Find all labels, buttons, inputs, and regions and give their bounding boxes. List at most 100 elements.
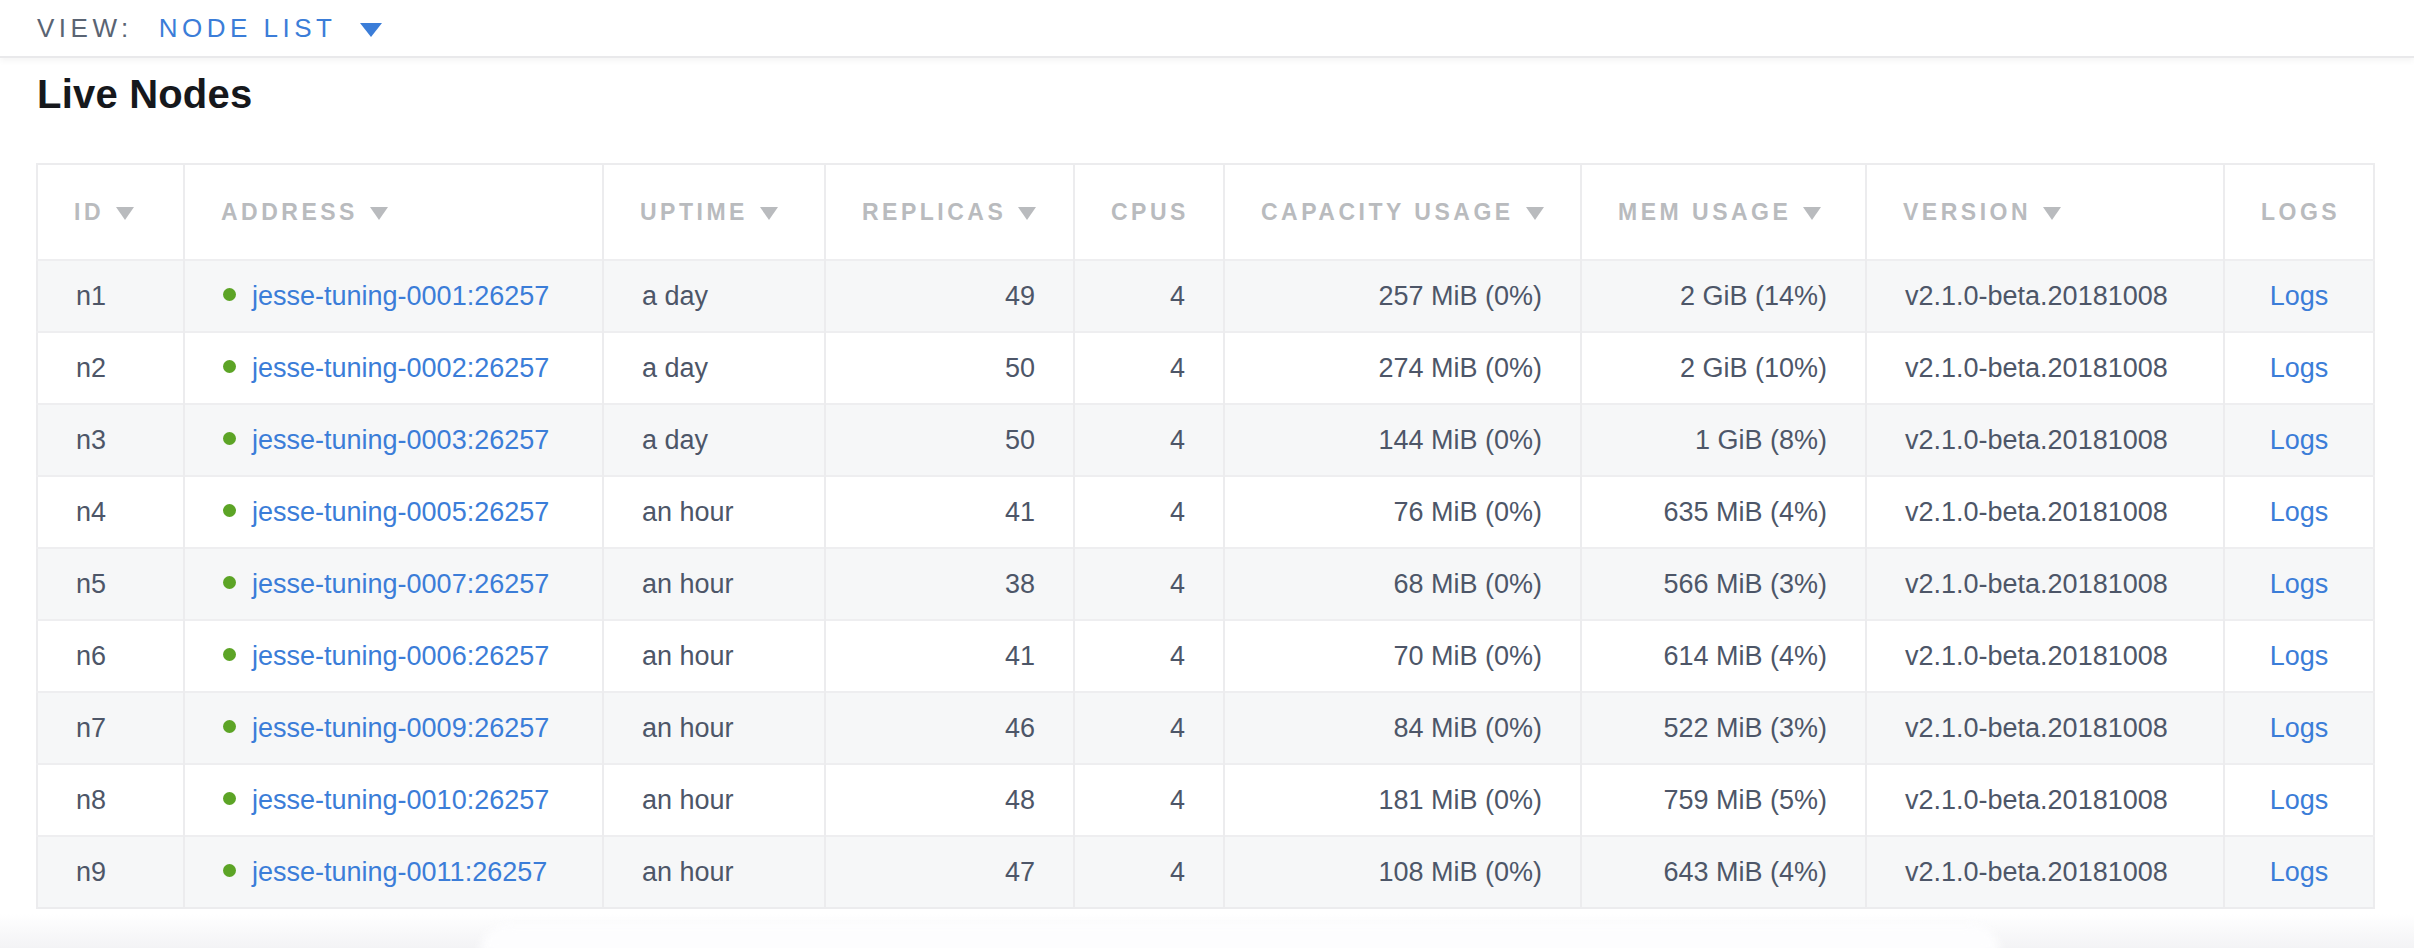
replicas-cell: 41	[825, 476, 1074, 548]
table-row: n7 jesse-tuning-0009:26257 an hour 46 4 …	[37, 692, 2374, 764]
capacity-usage-cell: 108 MiB (0%)	[1224, 836, 1581, 908]
logs-cell: Logs	[2224, 692, 2374, 764]
page-title: Live Nodes	[37, 72, 252, 117]
uptime-cell: a day	[603, 260, 825, 332]
cpus-cell: 4	[1074, 692, 1224, 764]
table-row: n3 jesse-tuning-0003:26257 a day 50 4 14…	[37, 404, 2374, 476]
table-row: n4 jesse-tuning-0005:26257 an hour 41 4 …	[37, 476, 2374, 548]
node-id-cell: n8	[37, 764, 184, 836]
logs-link[interactable]: Logs	[2270, 425, 2329, 455]
capacity-usage-cell: 76 MiB (0%)	[1224, 476, 1581, 548]
chevron-down-icon	[360, 23, 382, 37]
column-header-id[interactable]: ID	[37, 164, 184, 260]
version-cell: v2.1.0-beta.20181008	[1866, 548, 2224, 620]
sort-arrow-icon	[2043, 207, 2061, 220]
node-address-link[interactable]: jesse-tuning-0005:26257	[252, 497, 549, 527]
version-cell: v2.1.0-beta.20181008	[1866, 836, 2224, 908]
column-header-replicas[interactable]: REPLICAS	[825, 164, 1074, 260]
logs-cell: Logs	[2224, 548, 2374, 620]
replicas-cell: 50	[825, 332, 1074, 404]
view-selected-value[interactable]: NODE LIST	[159, 13, 337, 44]
cpus-cell: 4	[1074, 404, 1224, 476]
cpus-cell: 4	[1074, 548, 1224, 620]
replicas-cell: 47	[825, 836, 1074, 908]
node-address-cell: jesse-tuning-0006:26257	[184, 620, 603, 692]
column-header-uptime[interactable]: UPTIME	[603, 164, 825, 260]
logs-cell: Logs	[2224, 620, 2374, 692]
node-live-status-icon	[223, 720, 236, 733]
cpus-cell: 4	[1074, 260, 1224, 332]
replicas-cell: 38	[825, 548, 1074, 620]
uptime-cell: a day	[603, 404, 825, 476]
table-row: n6 jesse-tuning-0006:26257 an hour 41 4 …	[37, 620, 2374, 692]
node-address-link[interactable]: jesse-tuning-0003:26257	[252, 425, 549, 455]
column-header-capacity_usage[interactable]: CAPACITY USAGE	[1224, 164, 1581, 260]
uptime-cell: an hour	[603, 620, 825, 692]
logs-link[interactable]: Logs	[2270, 641, 2329, 671]
table-body: n1 jesse-tuning-0001:26257 a day 49 4 25…	[37, 260, 2374, 908]
node-id-cell: n2	[37, 332, 184, 404]
version-cell: v2.1.0-beta.20181008	[1866, 404, 2224, 476]
node-live-status-icon	[223, 360, 236, 373]
version-cell: v2.1.0-beta.20181008	[1866, 620, 2224, 692]
replicas-cell: 46	[825, 692, 1074, 764]
node-live-status-icon	[223, 648, 236, 661]
column-header-label: UPTIME	[640, 199, 748, 225]
logs-link[interactable]: Logs	[2270, 281, 2329, 311]
mem-usage-cell: 643 MiB (4%)	[1581, 836, 1866, 908]
uptime-cell: an hour	[603, 692, 825, 764]
node-address-link[interactable]: jesse-tuning-0001:26257	[252, 281, 549, 311]
cpus-cell: 4	[1074, 332, 1224, 404]
version-cell: v2.1.0-beta.20181008	[1866, 764, 2224, 836]
column-header-mem_usage[interactable]: MEM USAGE	[1581, 164, 1866, 260]
column-header-label: REPLICAS	[862, 199, 1006, 225]
sort-arrow-icon	[1803, 207, 1821, 220]
table-row: n5 jesse-tuning-0007:26257 an hour 38 4 …	[37, 548, 2374, 620]
node-address-link[interactable]: jesse-tuning-0009:26257	[252, 713, 549, 743]
node-address-cell: jesse-tuning-0005:26257	[184, 476, 603, 548]
node-live-status-icon	[223, 288, 236, 301]
node-address-link[interactable]: jesse-tuning-0010:26257	[252, 785, 549, 815]
logs-link[interactable]: Logs	[2270, 713, 2329, 743]
cpus-cell: 4	[1074, 620, 1224, 692]
capacity-usage-cell: 181 MiB (0%)	[1224, 764, 1581, 836]
capacity-usage-cell: 70 MiB (0%)	[1224, 620, 1581, 692]
capacity-usage-cell: 144 MiB (0%)	[1224, 404, 1581, 476]
version-cell: v2.1.0-beta.20181008	[1866, 692, 2224, 764]
logs-link[interactable]: Logs	[2270, 569, 2329, 599]
capacity-usage-cell: 84 MiB (0%)	[1224, 692, 1581, 764]
node-id-cell: n9	[37, 836, 184, 908]
node-live-status-icon	[223, 792, 236, 805]
logs-link[interactable]: Logs	[2270, 785, 2329, 815]
capacity-usage-cell: 274 MiB (0%)	[1224, 332, 1581, 404]
node-address-link[interactable]: jesse-tuning-0007:26257	[252, 569, 549, 599]
column-header-label: VERSION	[1903, 199, 2031, 225]
sort-arrow-icon	[760, 207, 778, 220]
node-address-link[interactable]: jesse-tuning-0006:26257	[252, 641, 549, 671]
column-header-logs: LOGS	[2224, 164, 2374, 260]
column-header-label: ID	[74, 199, 104, 225]
logs-link[interactable]: Logs	[2270, 497, 2329, 527]
replicas-cell: 49	[825, 260, 1074, 332]
node-address-link[interactable]: jesse-tuning-0002:26257	[252, 353, 549, 383]
node-address-cell: jesse-tuning-0007:26257	[184, 548, 603, 620]
node-live-status-icon	[223, 576, 236, 589]
column-header-address[interactable]: ADDRESS	[184, 164, 603, 260]
column-header-label: MEM USAGE	[1618, 199, 1791, 225]
node-address-cell: jesse-tuning-0011:26257	[184, 836, 603, 908]
logs-link[interactable]: Logs	[2270, 353, 2329, 383]
mem-usage-cell: 614 MiB (4%)	[1581, 620, 1866, 692]
version-cell: v2.1.0-beta.20181008	[1866, 332, 2224, 404]
logs-link[interactable]: Logs	[2270, 857, 2329, 887]
node-id-cell: n3	[37, 404, 184, 476]
view-selector-dropdown[interactable]: NODE LIST	[159, 13, 383, 44]
node-id-cell: n4	[37, 476, 184, 548]
column-header-version[interactable]: VERSION	[1866, 164, 2224, 260]
version-cell: v2.1.0-beta.20181008	[1866, 260, 2224, 332]
capacity-usage-cell: 257 MiB (0%)	[1224, 260, 1581, 332]
node-address-cell: jesse-tuning-0003:26257	[184, 404, 603, 476]
node-live-status-icon	[223, 864, 236, 877]
uptime-cell: an hour	[603, 476, 825, 548]
node-address-link[interactable]: jesse-tuning-0011:26257	[252, 857, 547, 887]
logs-cell: Logs	[2224, 764, 2374, 836]
